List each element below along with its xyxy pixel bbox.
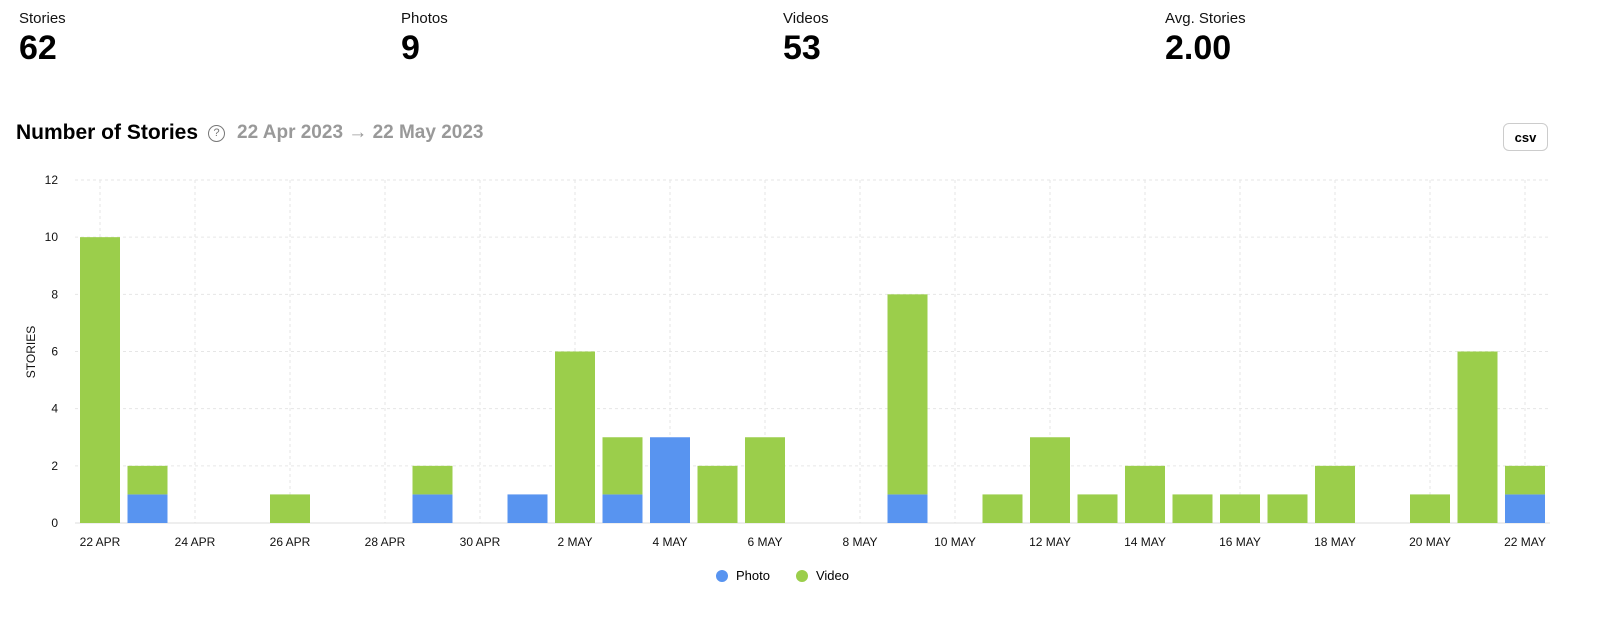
chart-header: Number of Stories ? 22 Apr 2023 → 22 May… [16, 121, 483, 145]
y-tick-label: 2 [51, 459, 58, 473]
question-circle-icon[interactable]: ? [208, 124, 226, 142]
x-tick-label: 22 MAY [1504, 535, 1546, 549]
bar-video [555, 351, 595, 523]
x-tick-label: 28 APR [365, 535, 406, 549]
y-tick-label: 8 [51, 287, 58, 301]
bar-photo [650, 437, 690, 523]
x-tick-label: 6 MAY [747, 535, 782, 549]
y-tick-label: 0 [51, 516, 58, 530]
x-tick-label: 26 APR [270, 535, 311, 549]
x-tick-label: 22 APR [80, 535, 121, 549]
y-tick-label: 6 [51, 345, 58, 359]
stat-value: 62 [19, 29, 57, 67]
csv-export-button[interactable]: csv [1503, 123, 1548, 151]
x-tick-label: 24 APR [175, 535, 216, 549]
stat-videos: Videos 53 [783, 10, 829, 68]
legend-item-photo[interactable]: Photo [716, 568, 770, 583]
y-axis-label: STORIES [24, 326, 38, 378]
bar-video [745, 437, 785, 523]
bar-video [1220, 494, 1260, 523]
legend-swatch-video [795, 569, 808, 582]
bar-video [982, 494, 1023, 523]
stat-photos: Photos 9 [401, 10, 448, 68]
chart-title: Number of Stories [16, 121, 199, 144]
bar-photo [127, 494, 168, 523]
bar-video [1505, 465, 1545, 495]
bar-video [1125, 465, 1165, 523]
bar-video [1457, 351, 1498, 523]
chart-legend: Photo Video [716, 568, 849, 583]
x-tick-label: 12 MAY [1029, 535, 1071, 549]
bar-video [1315, 465, 1355, 523]
y-tick-label: 4 [51, 402, 58, 416]
y-tick-label: 10 [45, 230, 59, 244]
x-tick-label: 2 MAY [557, 535, 592, 549]
stat-value: 2.00 [1165, 29, 1232, 67]
legend-swatch-photo [716, 569, 728, 582]
stat-label: Avg. Stories [1165, 10, 1246, 27]
stat-label: Videos [783, 10, 829, 27]
bar-photo [887, 494, 928, 523]
x-tick-label: 20 MAY [1409, 535, 1451, 549]
x-tick-label: 10 MAY [934, 535, 976, 549]
bar-video [1172, 494, 1213, 523]
bar-photo [1505, 494, 1545, 523]
stat-label: Photos [401, 10, 448, 27]
legend-label: Photo [736, 568, 770, 583]
bar-video [127, 465, 168, 495]
legend-item-video[interactable]: Video [795, 568, 849, 583]
x-tick-label: 16 MAY [1219, 535, 1261, 549]
bar-video [270, 494, 310, 523]
y-tick-label: 12 [45, 173, 59, 187]
bar-video [602, 437, 643, 495]
x-tick-label: 14 MAY [1124, 535, 1166, 549]
bar-video [412, 465, 453, 495]
stat-value: 53 [783, 29, 821, 67]
date-range: 22 Apr 2023 → 22 May 2023 [237, 122, 484, 143]
bar-photo [507, 494, 548, 523]
bar-video [887, 294, 928, 495]
bar-video [1267, 494, 1308, 523]
x-tick-label: 30 APR [460, 535, 501, 549]
stat-label: Stories [19, 10, 66, 27]
bar-video [80, 237, 120, 523]
bar-photo [412, 494, 453, 523]
bar-video [1410, 494, 1450, 523]
bar-video [1030, 437, 1070, 523]
bar-video [1077, 494, 1118, 523]
x-tick-label: 18 MAY [1314, 535, 1356, 549]
bar-photo [602, 494, 643, 523]
stat-avg-stories: Avg. Stories 2.00 [1165, 10, 1246, 68]
x-tick-label: 4 MAY [652, 535, 687, 549]
x-tick-label: 8 MAY [842, 535, 877, 549]
stories-chart: 0 2 4 6 8 10 12 22 APR 24 APR 26 APR 28 APR 30 APR 2… [24, 173, 1550, 549]
bar-video [697, 465, 738, 523]
legend-label: Video [815, 568, 849, 583]
stat-stories: Stories 62 [19, 10, 66, 68]
stat-value: 9 [401, 29, 420, 67]
